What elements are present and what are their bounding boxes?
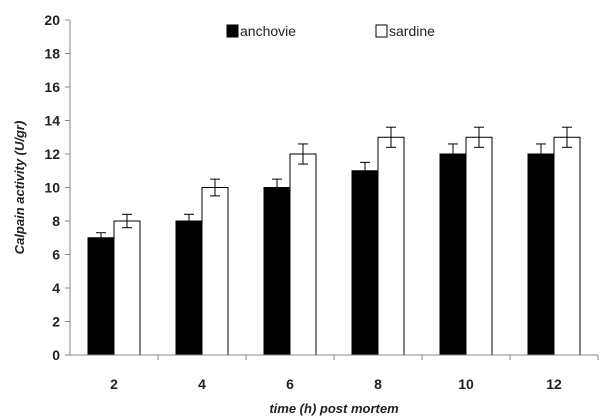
legend-item-sardine: sardine [375,23,435,39]
error-bar-sardine [122,213,132,229]
error-bar-sardine [474,126,484,148]
error-bar-anchovie [184,213,194,229]
bar-anchovie [87,237,115,356]
error-bar-anchovie [96,232,106,244]
x-tick-label: 12 [546,376,562,392]
y-tick-label: 0 [52,347,60,363]
x-tick-label: 8 [374,376,382,392]
bar-series [87,136,581,356]
x-tick-label: 10 [458,376,474,392]
error-bar-anchovie [536,143,546,165]
legend-swatch [226,24,239,38]
bar-anchovie [351,170,379,356]
bar-anchovie [175,220,203,356]
y-tick-label: 18 [44,46,60,62]
x-axis-ticks: 2 4 6 8 10 12 [110,355,599,392]
legend-label: sardine [389,23,435,39]
legend: anchovie sardine [226,23,435,39]
legend-item-anchovie: anchovie [226,23,296,39]
x-tick-label: 6 [286,376,294,392]
legend-label: anchovie [240,23,296,39]
bar-anchovie [527,153,555,356]
error-bar-anchovie [272,178,282,197]
y-tick-label: 4 [52,280,60,296]
error-bar-anchovie [448,143,458,165]
bar-sardine [465,136,493,356]
legend-swatch [375,24,388,38]
y-axis-title: Calpain activity (U/gr) [12,121,27,255]
x-tick-label: 2 [110,376,118,392]
x-axis-title: time (h) post mortem [269,401,399,416]
y-tick-label: 8 [52,213,60,229]
y-tick-label: 20 [44,12,60,28]
error-bars [96,126,572,244]
y-tick-label: 14 [44,113,60,129]
y-tick-label: 16 [44,79,60,95]
y-tick-label: 2 [52,314,60,330]
y-axis-ticks: 0 2 4 6 8 10 12 14 16 18 20 [44,12,70,363]
bar-sardine [201,187,229,356]
bar-anchovie [263,187,291,356]
error-bar-sardine [210,178,220,197]
bar-anchovie [439,153,467,356]
y-tick-label: 10 [44,180,60,196]
error-bar-sardine [386,126,396,148]
y-tick-label: 12 [44,146,60,162]
error-bar-sardine [298,143,308,165]
error-bar-sardine [562,126,572,148]
bar-sardine [377,136,405,356]
bar-sardine [113,220,141,356]
x-tick-label: 4 [198,376,206,392]
y-tick-label: 6 [52,247,60,263]
error-bar-anchovie [360,161,370,180]
bar-sardine [289,153,317,356]
bar-sardine [553,136,581,356]
